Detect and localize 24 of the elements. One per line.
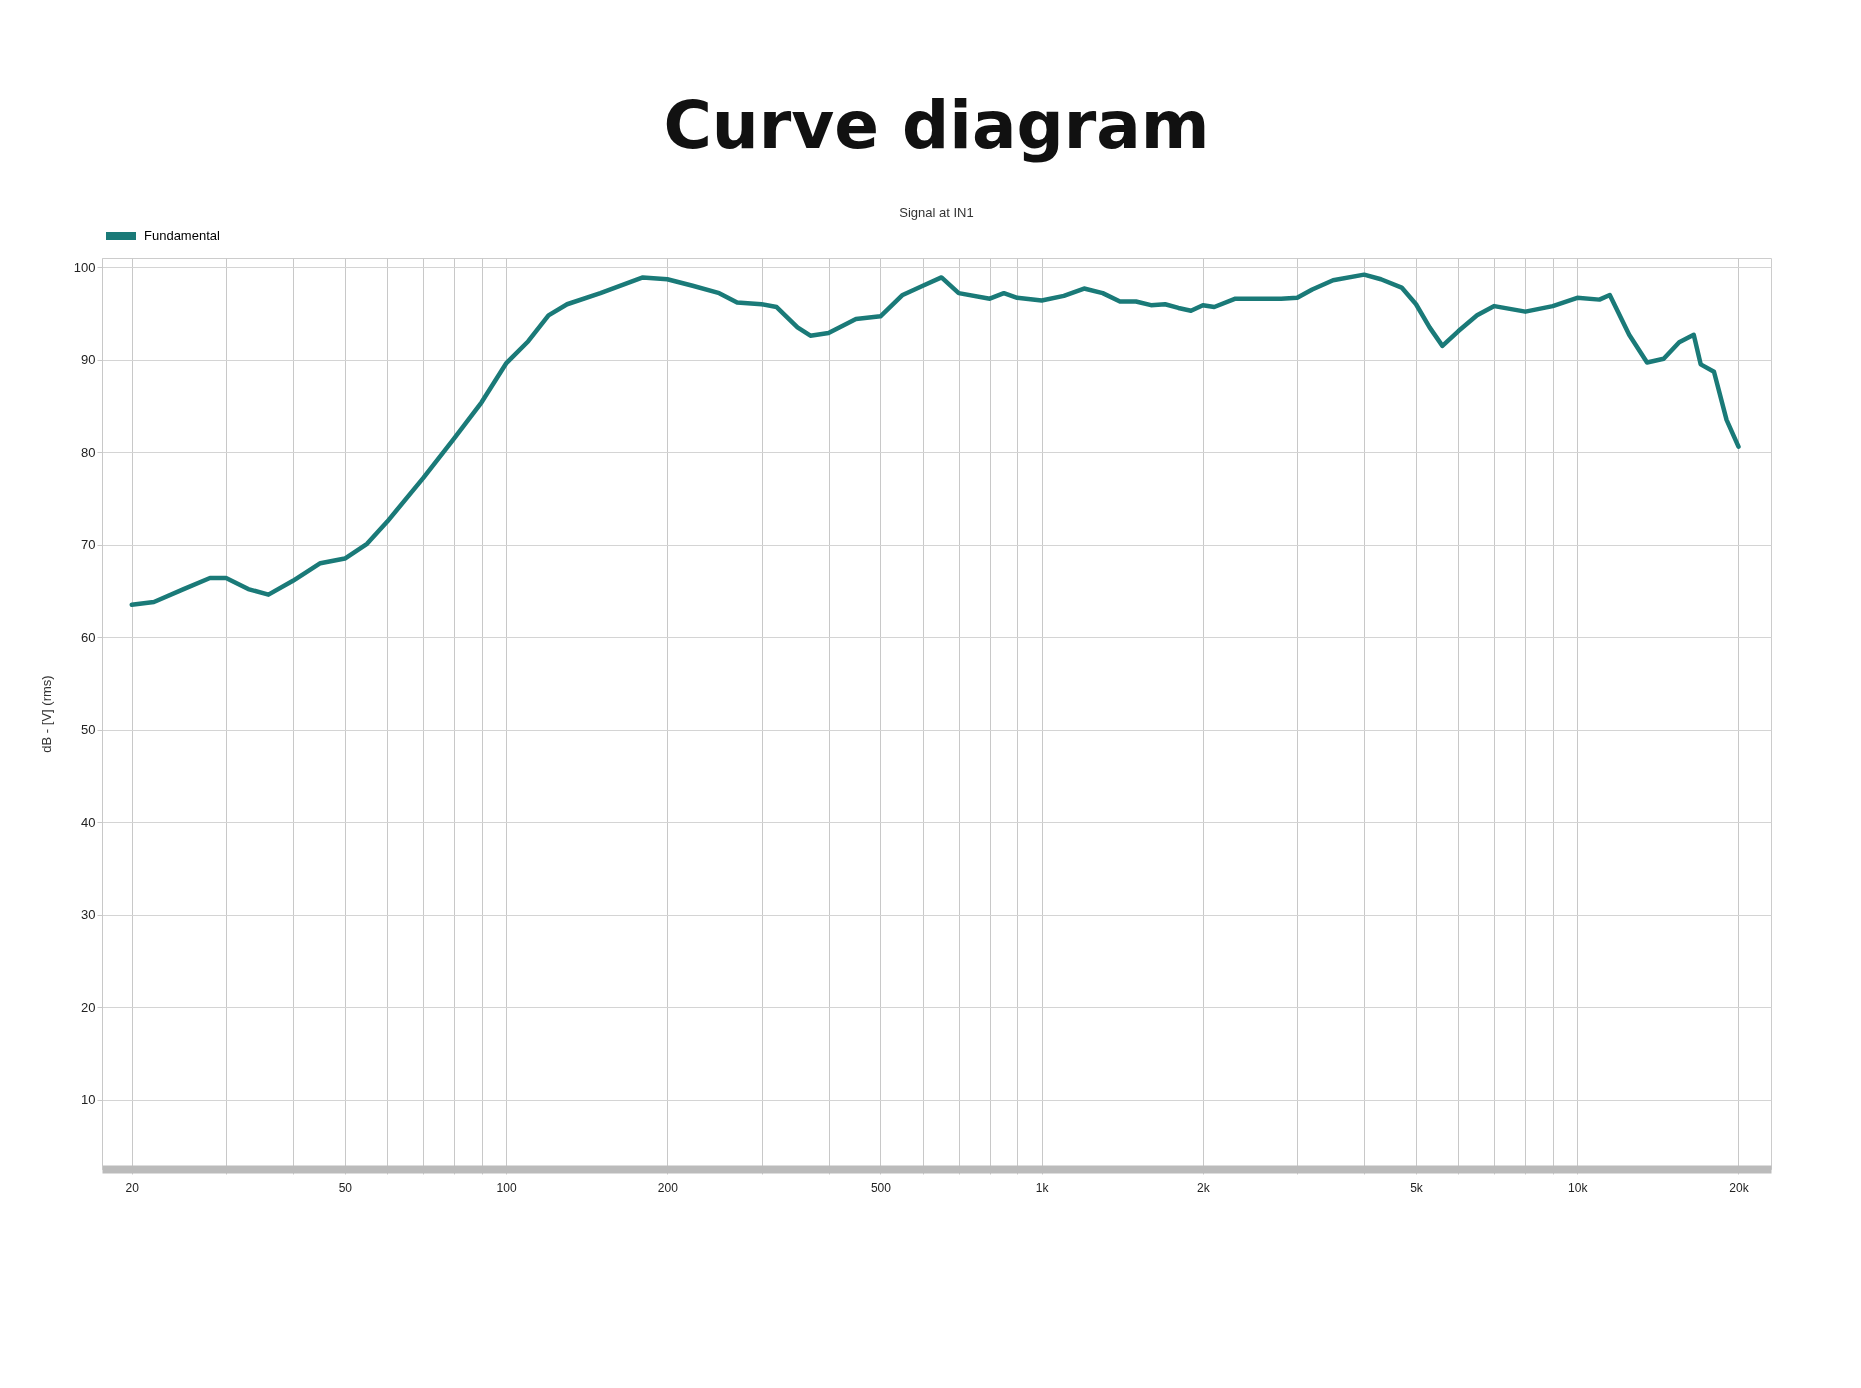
x-tick-label: 5k [1410,1180,1424,1195]
y-tick-label: 30 [81,907,96,923]
x-tick-label: 2k [1197,1180,1211,1195]
chart-title: Curve diagram [663,87,1210,164]
y-axis-title: dB - [V] (rms) [38,675,54,753]
x-tick-label: 200 [657,1180,679,1195]
x-tick-label: 1k [1035,1180,1050,1195]
y-tick-label: 70 [81,537,96,553]
y-tick-label: 50 [81,722,96,738]
y-tick-label: 90 [81,352,96,368]
legend-label: Fundamental [144,228,220,243]
x-tick-label: 10k [1568,1180,1589,1195]
x-tick-label: 100 [496,1180,517,1195]
y-tick-label: 100 [73,259,96,275]
y-tick-label: 80 [81,444,96,460]
y-tick-label: 10 [81,1092,96,1108]
y-tick-label: 20 [81,999,96,1015]
chart-subtitle: Signal at IN1 [899,205,974,220]
x-tick-label: 20k [1729,1180,1750,1195]
y-tick-label: 60 [81,629,96,645]
x-tick-label: 500 [870,1180,892,1195]
y-tick-label: 40 [81,814,96,830]
x-tick-label: 20 [125,1180,140,1195]
x-tick-label: 50 [338,1180,353,1195]
